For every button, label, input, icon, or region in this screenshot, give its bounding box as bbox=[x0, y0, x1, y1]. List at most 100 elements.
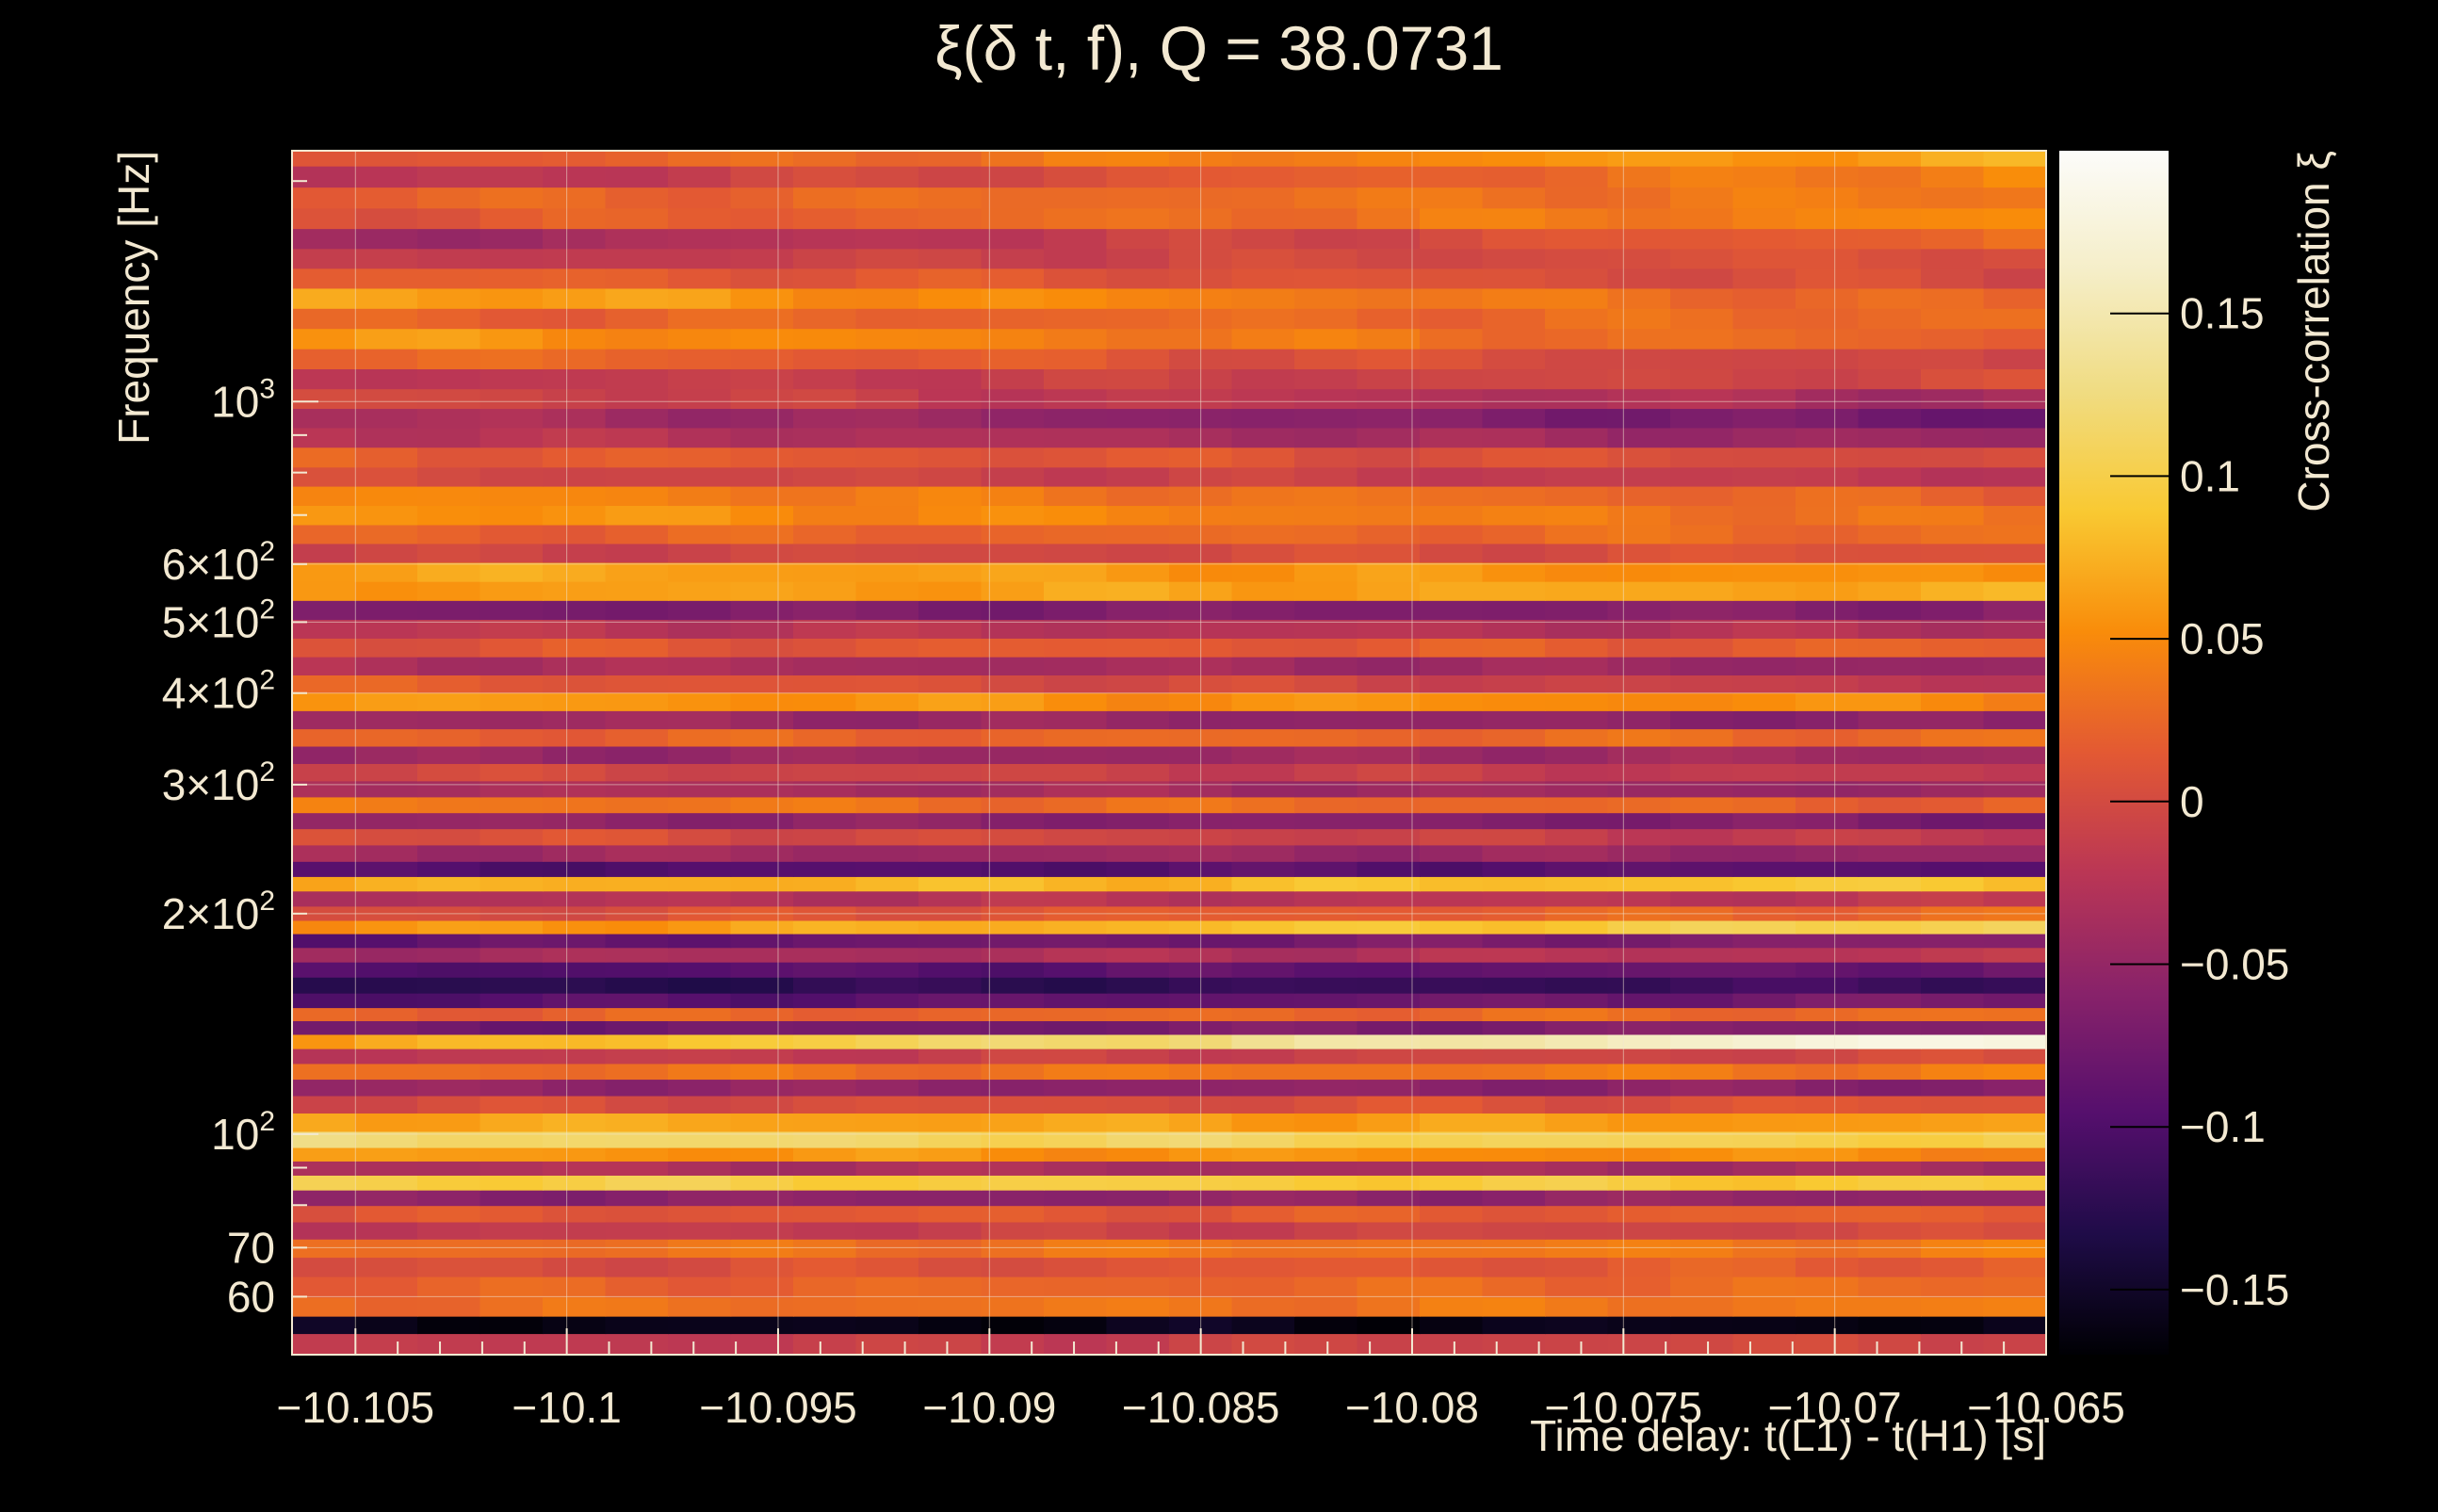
heatmap-cell bbox=[605, 1161, 669, 1176]
heatmap-cell bbox=[1858, 876, 1922, 892]
heatmap-cell bbox=[1670, 828, 1734, 846]
heatmap-cell bbox=[1607, 745, 1671, 764]
heatmap-cell bbox=[543, 485, 607, 507]
heatmap-cell bbox=[1983, 1079, 2046, 1097]
heatmap-cell bbox=[1921, 675, 1985, 693]
heatmap-cell bbox=[1607, 505, 1671, 526]
heatmap-cell bbox=[417, 207, 481, 230]
heatmap-cell bbox=[855, 1048, 919, 1065]
heatmap-cell bbox=[1858, 165, 1922, 188]
y-tick-label: 103 bbox=[211, 373, 275, 426]
heatmap-cell bbox=[605, 976, 669, 994]
heatmap-cell bbox=[1796, 1033, 1860, 1049]
heatmap-cell bbox=[1106, 992, 1170, 1009]
heatmap-cell bbox=[1357, 368, 1421, 390]
heatmap-cell bbox=[1732, 844, 1796, 862]
heatmap-cell bbox=[479, 207, 544, 230]
heatmap-cell bbox=[1732, 876, 1796, 892]
heatmap-cell bbox=[605, 919, 669, 935]
heatmap-cell bbox=[543, 1276, 607, 1298]
heatmap-cell bbox=[605, 408, 669, 429]
heatmap-cell bbox=[1545, 1020, 1609, 1035]
heatmap-cell bbox=[981, 1175, 1045, 1191]
heatmap-band bbox=[292, 1257, 2046, 1277]
heatmap-cell bbox=[918, 524, 983, 545]
heatmap-cell bbox=[1858, 1189, 1922, 1207]
y-tick-label: 5×102 bbox=[162, 593, 275, 646]
heatmap-cell bbox=[1670, 1276, 1734, 1298]
heatmap-cell bbox=[1921, 828, 1985, 846]
heatmap-cell bbox=[1420, 524, 1484, 545]
heatmap-cell bbox=[1106, 1175, 1170, 1191]
heatmap-cell bbox=[479, 505, 544, 526]
heatmap-cell bbox=[855, 1063, 919, 1081]
y-tick-label: 2×102 bbox=[162, 886, 275, 938]
heatmap-cell bbox=[1482, 1020, 1546, 1035]
heatmap-cell bbox=[1732, 1130, 1796, 1148]
plot-frame bbox=[291, 150, 2047, 1356]
heatmap-cell bbox=[1670, 1130, 1734, 1148]
heatmap-cell bbox=[417, 1033, 481, 1049]
heatmap-cell bbox=[1294, 692, 1358, 711]
heatmap-cell bbox=[1796, 348, 1860, 370]
heatmap-cell bbox=[354, 207, 418, 230]
heatmap-band bbox=[292, 165, 2046, 188]
heatmap-cell bbox=[1545, 961, 1609, 978]
heatmap-cell bbox=[292, 961, 356, 978]
heatmap-cell bbox=[479, 1130, 544, 1148]
heatmap-band bbox=[292, 763, 2046, 782]
heatmap-cell bbox=[1106, 307, 1170, 330]
heatmap-cell bbox=[1294, 947, 1358, 963]
heatmap-cell bbox=[981, 1221, 1045, 1240]
heatmap-cell bbox=[1983, 961, 2046, 978]
heatmap-cell bbox=[1983, 876, 2046, 892]
heatmap-cell bbox=[417, 780, 481, 798]
heatmap-cell bbox=[1796, 796, 1860, 814]
heatmap-cell bbox=[1858, 427, 1922, 448]
heatmap-cell bbox=[1796, 600, 1860, 620]
heatmap-cell bbox=[1357, 600, 1421, 620]
colorbar-tick-label: 0 bbox=[2180, 777, 2204, 826]
heatmap-cell bbox=[1921, 933, 1985, 949]
heatmap-cell bbox=[1420, 600, 1484, 620]
heatmap-cell bbox=[605, 1146, 669, 1162]
heatmap-cell bbox=[981, 745, 1045, 764]
heatmap-cell bbox=[1044, 348, 1108, 370]
heatmap-cell bbox=[292, 728, 356, 747]
heatmap-cell bbox=[1983, 745, 2046, 764]
heatmap-cell bbox=[354, 485, 418, 507]
heatmap-cell bbox=[1294, 763, 1358, 782]
heatmap-cell bbox=[1482, 1238, 1546, 1259]
heatmap-cell bbox=[1796, 1113, 1860, 1132]
heatmap-cell bbox=[1482, 745, 1546, 764]
heatmap-cell bbox=[1294, 248, 1358, 269]
heatmap-cell bbox=[918, 796, 983, 814]
heatmap-cell bbox=[1607, 348, 1671, 370]
heatmap-cell bbox=[1921, 728, 1985, 747]
heatmap-cell bbox=[1044, 876, 1108, 892]
heatmap-cell bbox=[668, 408, 732, 429]
heatmap-cell bbox=[1420, 561, 1484, 582]
heatmap-cell bbox=[354, 1257, 418, 1277]
heatmap-cell bbox=[1545, 890, 1609, 907]
heatmap-cell bbox=[1670, 151, 1734, 167]
heatmap-cell bbox=[1670, 675, 1734, 693]
heatmap-cell bbox=[1106, 600, 1170, 620]
heatmap-cell bbox=[730, 919, 794, 935]
heatmap-cell bbox=[981, 466, 1045, 487]
heatmap-cell bbox=[417, 796, 481, 814]
heatmap-cell bbox=[1858, 1333, 1922, 1355]
heatmap-cell bbox=[730, 348, 794, 370]
heatmap-band bbox=[292, 619, 2046, 639]
heatmap-cell bbox=[1983, 228, 2046, 250]
heatmap-cell bbox=[1231, 1146, 1295, 1162]
heatmap-cell bbox=[1294, 728, 1358, 747]
heatmap-cell bbox=[793, 1095, 857, 1114]
heatmap-cell bbox=[730, 710, 794, 730]
heatmap-cell bbox=[855, 1333, 919, 1355]
heatmap-cell bbox=[981, 248, 1045, 269]
heatmap-cell bbox=[668, 328, 732, 350]
heatmap-cell bbox=[1357, 328, 1421, 350]
heatmap-cell bbox=[918, 961, 983, 978]
heatmap-cell bbox=[855, 328, 919, 350]
